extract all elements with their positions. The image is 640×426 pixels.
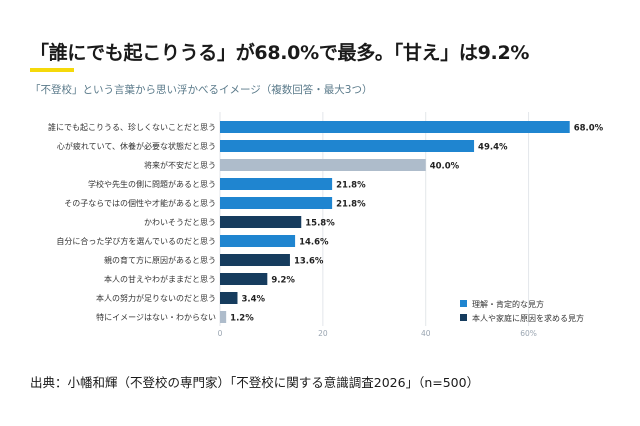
bar — [220, 178, 333, 190]
category-label: 誰にでも起こりうる、珍しくないことだと思う — [48, 122, 216, 132]
bar — [220, 216, 302, 228]
x-tick-label: 60% — [520, 329, 537, 338]
x-tick-label: 40 — [421, 329, 431, 338]
data-label: 68.0% — [574, 124, 604, 134]
bar-chart: 0 20 40 60% 誰にでも起こりうる、珍しくないことだと思う 68.0% 心が疲れてい… — [48, 112, 604, 338]
legend-label: 理解・肯定的な見方 — [472, 299, 544, 309]
data-label: 9.2% — [271, 276, 295, 286]
bar — [220, 311, 227, 323]
headline: 「誰にでも起こりうる」が68.0%で最多。「甘え」は9.2% — [30, 42, 530, 64]
bar — [220, 140, 475, 152]
bar — [220, 273, 268, 285]
category-label: かわいそうだと思う — [144, 218, 216, 227]
data-label: 21.8% — [336, 181, 366, 191]
bar — [220, 235, 296, 247]
data-label: 15.8% — [305, 219, 335, 229]
bar — [220, 197, 333, 209]
legend-swatch — [460, 314, 467, 321]
legend-swatch — [460, 300, 467, 307]
category-label: 特にイメージはない・わからない — [96, 312, 216, 322]
category-label: その子ならではの個性や才能があると思う — [64, 198, 216, 208]
chart-subtitle: 「不登校」という言葉から思い浮かべるイメージ（複数回答・最大3つ） — [30, 84, 373, 96]
category-label: 本人の甘えやわがままだと思う — [104, 274, 216, 284]
x-tick-label: 0 — [218, 329, 223, 338]
legend-label: 本人や家庭に原因を求める見方 — [472, 313, 584, 323]
category-label: 学校や先生の側に問題があると思う — [88, 179, 216, 189]
source-citation: 出典：小幡和輝（不登校の専門家）「不登校に関する意識調査2026」（n=500） — [30, 375, 480, 390]
bar — [220, 159, 426, 171]
x-tick-label: 20 — [318, 329, 328, 338]
data-label: 1.2% — [230, 314, 254, 324]
category-label: 将来が不安だと思う — [144, 160, 216, 170]
headline-accent-underline — [30, 68, 74, 72]
data-label: 21.8% — [336, 200, 366, 210]
category-label: 自分に合った学び方を選んでいるのだと思う — [56, 236, 216, 246]
data-label: 3.4% — [241, 295, 265, 305]
data-label: 14.6% — [299, 238, 329, 248]
data-label: 13.6% — [294, 257, 324, 267]
category-label: 本人の努力が足りないのだと思う — [96, 293, 216, 303]
bar — [220, 292, 238, 304]
bar — [220, 254, 290, 266]
category-label: 親の育て方に原因があると思う — [104, 255, 216, 265]
bar — [220, 121, 570, 133]
data-label: 49.4% — [478, 143, 508, 153]
data-label: 40.0% — [430, 162, 460, 172]
category-label: 心が疲れていて、休養が必要な状態だと思う — [57, 141, 216, 151]
